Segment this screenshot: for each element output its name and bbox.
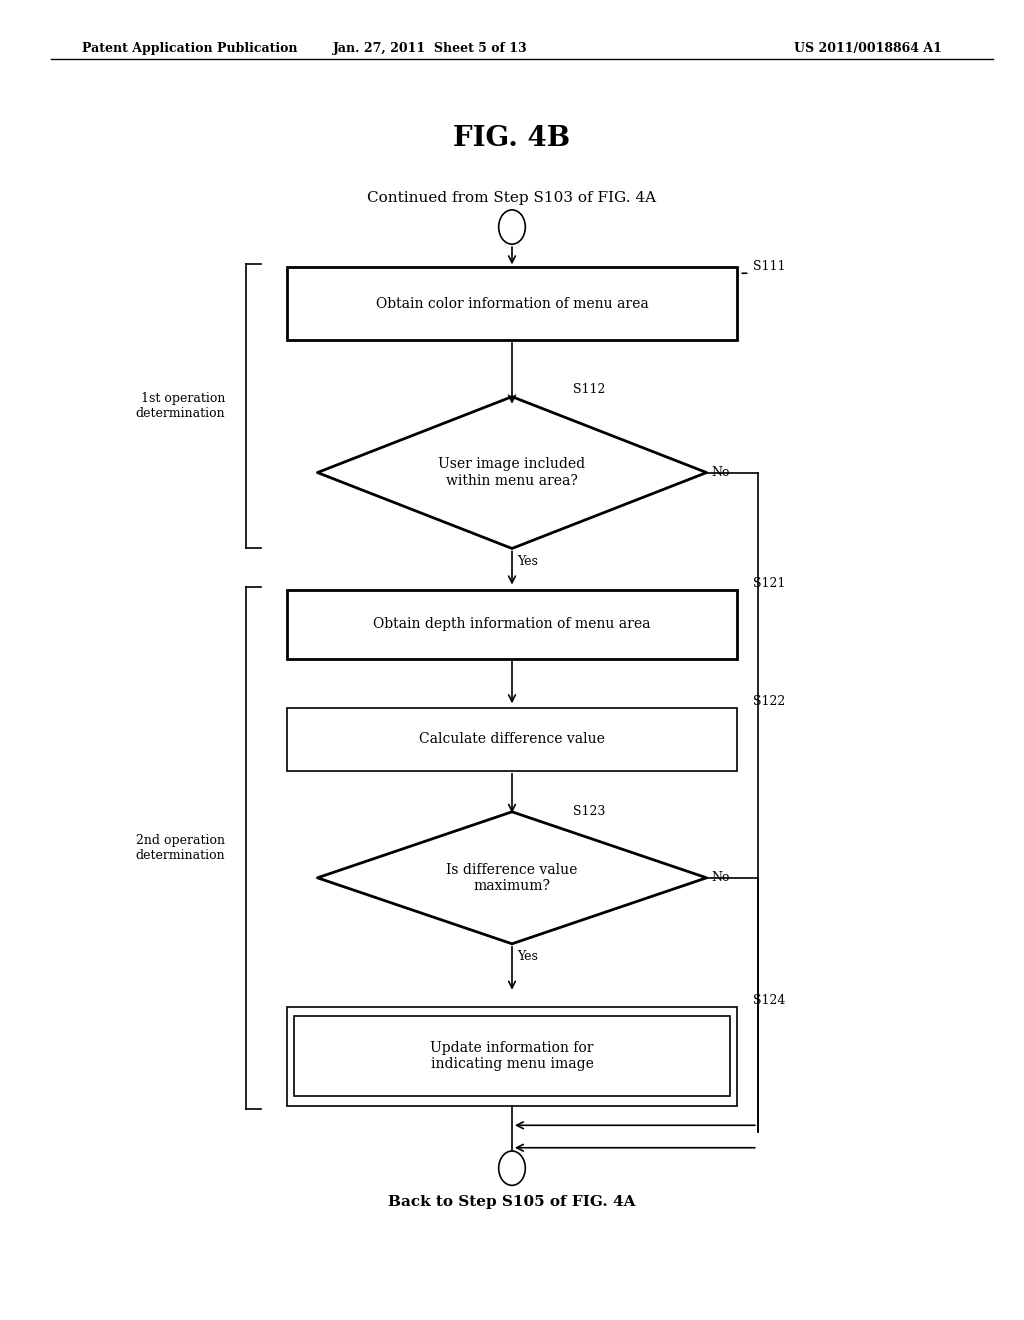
Text: Patent Application Publication: Patent Application Publication [82, 42, 297, 55]
Text: Calculate difference value: Calculate difference value [419, 733, 605, 746]
Polygon shape [317, 812, 707, 944]
Text: Yes: Yes [517, 950, 538, 964]
Text: S112: S112 [573, 383, 606, 396]
Text: No: No [712, 466, 730, 479]
Text: S122: S122 [753, 694, 784, 708]
Text: S124: S124 [753, 994, 785, 1006]
Text: S121: S121 [753, 577, 785, 590]
Text: Update information for
indicating menu image: Update information for indicating menu i… [430, 1041, 594, 1071]
FancyBboxPatch shape [287, 590, 737, 659]
Text: Is difference value
maximum?: Is difference value maximum? [446, 863, 578, 892]
Circle shape [499, 210, 525, 244]
Text: 1st operation
determination: 1st operation determination [135, 392, 225, 420]
Text: US 2011/0018864 A1: US 2011/0018864 A1 [795, 42, 942, 55]
Text: Back to Step S105 of FIG. 4A: Back to Step S105 of FIG. 4A [388, 1195, 636, 1209]
Circle shape [499, 1151, 525, 1185]
Text: Continued from Step S103 of FIG. 4A: Continued from Step S103 of FIG. 4A [368, 191, 656, 206]
Polygon shape [317, 396, 707, 549]
FancyBboxPatch shape [287, 1006, 737, 1106]
Text: Obtain depth information of menu area: Obtain depth information of menu area [374, 618, 650, 631]
Text: 2nd operation
determination: 2nd operation determination [135, 834, 225, 862]
Text: Yes: Yes [517, 554, 538, 568]
Text: Obtain color information of menu area: Obtain color information of menu area [376, 297, 648, 310]
Text: S111: S111 [753, 260, 785, 273]
FancyBboxPatch shape [287, 708, 737, 771]
Text: User image included
within menu area?: User image included within menu area? [438, 458, 586, 487]
Text: S123: S123 [573, 805, 606, 818]
FancyBboxPatch shape [287, 267, 737, 339]
FancyBboxPatch shape [294, 1016, 730, 1096]
Text: FIG. 4B: FIG. 4B [454, 125, 570, 152]
Text: No: No [712, 871, 730, 884]
Text: Jan. 27, 2011  Sheet 5 of 13: Jan. 27, 2011 Sheet 5 of 13 [333, 42, 527, 55]
